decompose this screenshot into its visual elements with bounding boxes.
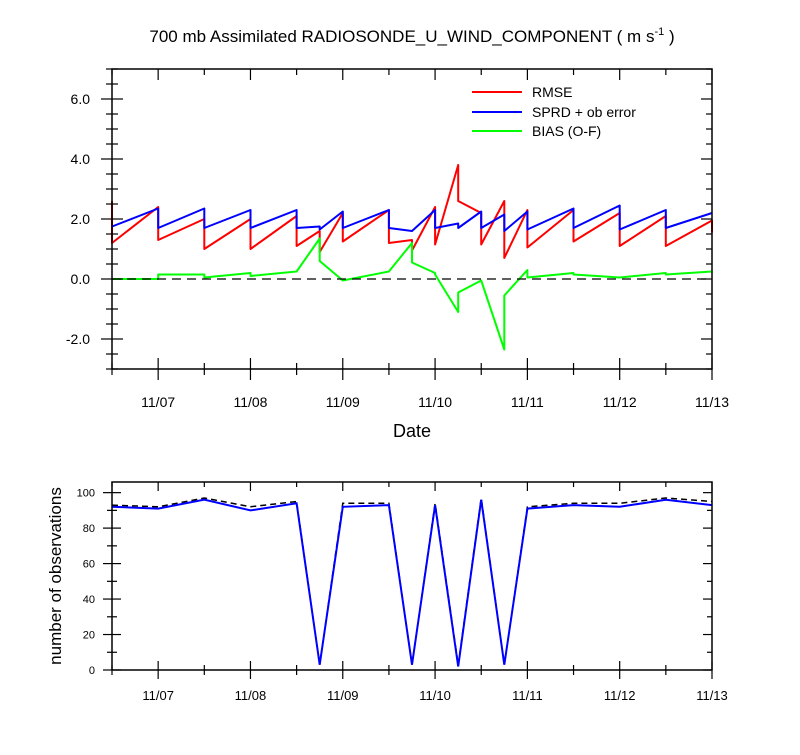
chart-title-main: 700 mb Assimilated RADIOSONDE_U_WIND_COM… [149, 27, 654, 46]
chart-title-superscript: -1 [654, 26, 664, 38]
series-line-bias [112, 237, 713, 351]
x-tick-label: 11/11 [512, 688, 543, 703]
y-tick-label: 40 [83, 594, 95, 606]
bottom-panel: 11/07 11/08 11/09 11/10 11/11 11/12 11/13 0 20 40… [46, 481, 728, 703]
legend: RMSE SPRD + ob error BIAS (O-F) [472, 84, 636, 139]
legend-label-rmse: RMSE [532, 84, 572, 100]
y-tick-label: 0 [89, 665, 95, 677]
x-tick-label: 11/12 [603, 394, 637, 410]
top-panel: 11/07 11/08 11/09 11/10 11/11 11/12 11/13 -2.0 0… [66, 68, 729, 441]
x-tick-label: 11/08 [233, 394, 267, 410]
series-line-rmse [111, 164, 713, 259]
y-tick-label: 4.0 [71, 151, 91, 167]
series-line-assimilated-obs [111, 498, 713, 667]
x-tick-label: 11/12 [604, 688, 636, 703]
x-tick-label: 11/11 [511, 394, 544, 410]
legend-label-sprd: SPRD + ob error [532, 104, 636, 120]
x-tick-label: 11/07 [141, 394, 175, 410]
y-tick-label: 100 [77, 488, 95, 500]
y-tick-label: 2.0 [71, 211, 91, 227]
x-tick-label: 11/09 [327, 688, 359, 703]
bottom-plot-frame [111, 481, 713, 671]
x-tick-label: 11/13 [695, 394, 729, 410]
series-line-sprd [111, 204, 713, 232]
y-tick-label: -2.0 [66, 331, 90, 347]
x-tick-label: 11/10 [419, 688, 451, 703]
x-tick-label: 11/09 [326, 394, 360, 410]
y-tick-label: 80 [83, 523, 95, 535]
x-tick-label: 11/13 [696, 688, 728, 703]
x-axis-label: Date [393, 421, 431, 441]
top-ticks: 11/07 11/08 11/09 11/10 11/11 11/12 11/13 -2.0 0… [66, 68, 729, 410]
y-tick-label: 0.0 [71, 271, 91, 287]
bottom-ticks: 11/07 11/08 11/09 11/10 11/11 11/12 11/13 0 20 40… [77, 482, 728, 703]
y-axis-label: number of observations [46, 487, 65, 665]
series-line-total-obs [111, 497, 713, 665]
y-tick-label: 6.0 [71, 91, 91, 107]
x-tick-label: 11/08 [235, 688, 267, 703]
top-series-group [111, 164, 713, 351]
legend-label-bias: BIAS (O-F) [532, 123, 601, 139]
y-tick-label: 60 [83, 559, 95, 571]
y-tick-label: 20 [83, 630, 95, 642]
top-plot-frame [111, 68, 713, 370]
bottom-series-group [111, 497, 713, 667]
x-tick-label: 11/10 [418, 394, 452, 410]
chart-title: 700 mb Assimilated RADIOSONDE_U_WIND_COM… [149, 26, 674, 46]
chart-title-suffix: ) [664, 27, 674, 46]
x-tick-label: 11/07 [142, 688, 174, 703]
